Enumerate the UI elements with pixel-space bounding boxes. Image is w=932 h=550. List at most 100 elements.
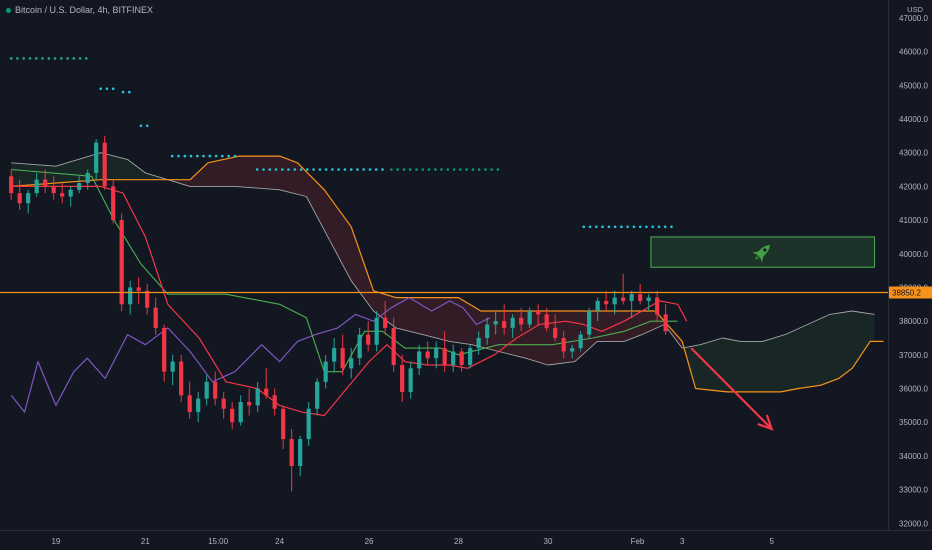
candle xyxy=(425,341,430,365)
y-tick-label: 42000.0 xyxy=(899,182,928,191)
candle-body xyxy=(94,142,99,173)
candle xyxy=(272,388,277,416)
candle xyxy=(612,290,617,315)
candle-body xyxy=(17,193,22,204)
candle-body xyxy=(145,290,150,308)
level-dot xyxy=(331,168,334,171)
level-dot xyxy=(613,225,617,229)
candle-body xyxy=(170,361,175,372)
candle-body xyxy=(519,317,524,325)
level-dot xyxy=(170,154,174,158)
candle xyxy=(383,300,388,335)
candle-body xyxy=(306,408,311,440)
level-dot xyxy=(139,124,143,128)
candle xyxy=(238,395,243,426)
y-tick-label: 32000.0 xyxy=(899,519,928,528)
level-dot xyxy=(381,168,384,171)
level-dot xyxy=(145,124,149,128)
level-dot xyxy=(28,57,32,60)
level-dot xyxy=(287,168,290,171)
level-dot xyxy=(374,168,378,171)
bearish-arrow-shaft xyxy=(690,347,773,430)
candle xyxy=(340,334,345,376)
level-dot xyxy=(262,168,265,171)
candle-body xyxy=(26,193,31,204)
candle-body xyxy=(578,334,583,349)
candle-body xyxy=(162,327,167,372)
bearish-arrow-head xyxy=(757,414,774,431)
candle xyxy=(536,304,541,325)
level-dot xyxy=(368,168,372,171)
price-tag-label: 38850.2 xyxy=(892,289,921,298)
candle-body xyxy=(255,388,260,406)
candle-body xyxy=(595,300,600,312)
level-dot xyxy=(434,168,437,171)
candle-body xyxy=(604,300,609,305)
candle xyxy=(9,169,14,200)
candle-body xyxy=(629,294,634,301)
candle xyxy=(306,402,311,446)
dotted-level xyxy=(390,168,500,171)
candle xyxy=(502,304,507,335)
level-dot xyxy=(657,225,661,229)
dotted-level xyxy=(170,154,237,158)
cloud-bearish xyxy=(167,156,683,365)
candle-body xyxy=(340,348,345,369)
candle xyxy=(170,354,175,386)
candle xyxy=(561,331,566,359)
candle-body xyxy=(510,317,515,328)
candle xyxy=(34,172,39,197)
candle xyxy=(289,428,294,492)
candle xyxy=(374,311,379,352)
candle-body xyxy=(621,297,626,301)
candle-body xyxy=(638,294,643,301)
candle xyxy=(213,371,218,406)
market-status-icon xyxy=(6,7,11,13)
level-dot xyxy=(408,168,412,171)
x-tick-label: 28 xyxy=(454,537,463,546)
level-dot xyxy=(60,57,63,60)
candle xyxy=(621,273,626,305)
candle xyxy=(119,213,124,312)
candle xyxy=(221,391,226,419)
candle xyxy=(255,381,260,413)
level-dot xyxy=(582,225,586,229)
candle xyxy=(68,186,73,207)
candle-body xyxy=(187,395,192,413)
price-tag xyxy=(889,286,932,299)
candle xyxy=(468,344,473,369)
candle-body xyxy=(34,179,39,194)
candle xyxy=(366,321,371,352)
candle xyxy=(553,314,558,342)
candle xyxy=(196,391,201,423)
level-dot xyxy=(421,168,425,171)
candle xyxy=(26,189,31,214)
level-dot xyxy=(484,168,487,171)
candle-body xyxy=(451,351,456,365)
level-dot xyxy=(189,154,193,158)
candle xyxy=(604,290,609,312)
candle xyxy=(136,277,141,305)
candle-body xyxy=(374,317,379,345)
rocket-body xyxy=(756,245,770,259)
x-tick-label: 3 xyxy=(680,537,685,546)
level-dot xyxy=(214,154,218,158)
candle-body xyxy=(417,351,422,369)
level-dot xyxy=(177,154,180,158)
candle xyxy=(77,176,82,194)
candle xyxy=(638,284,643,305)
level-dot xyxy=(306,168,309,171)
candle-body xyxy=(468,348,473,365)
level-dot xyxy=(402,168,406,171)
candle-body xyxy=(85,172,90,184)
candle xyxy=(94,139,99,180)
candle-body xyxy=(315,381,320,409)
candle-body xyxy=(68,189,73,197)
candle xyxy=(417,344,422,376)
candle xyxy=(298,435,303,477)
candle xyxy=(323,354,328,389)
candle-body xyxy=(238,402,243,423)
level-dot xyxy=(607,225,611,229)
candle-body xyxy=(391,327,396,365)
